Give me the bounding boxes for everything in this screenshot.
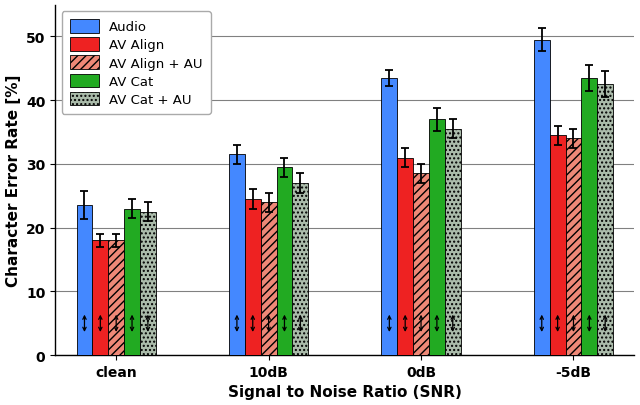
Bar — [550, 136, 566, 355]
Bar — [597, 85, 613, 355]
Bar — [229, 155, 245, 355]
X-axis label: Signal to Noise Ratio (SNR): Signal to Noise Ratio (SNR) — [228, 384, 462, 399]
Bar — [124, 209, 140, 355]
Bar — [534, 40, 550, 355]
Bar — [77, 206, 92, 355]
Bar — [581, 79, 597, 355]
Bar — [245, 200, 260, 355]
Bar — [92, 241, 108, 355]
Bar — [413, 174, 429, 355]
Bar — [108, 241, 124, 355]
Bar — [429, 120, 445, 355]
Bar — [292, 183, 308, 355]
Legend: Audio, AV Align, AV Align + AU, AV Cat, AV Cat + AU: Audio, AV Align, AV Align + AU, AV Cat, … — [62, 12, 211, 115]
Y-axis label: Character Error Rate [%]: Character Error Rate [%] — [6, 75, 20, 286]
Bar — [445, 130, 461, 355]
Bar — [381, 79, 397, 355]
Bar — [397, 158, 413, 355]
Bar — [140, 212, 156, 355]
Bar — [566, 139, 581, 355]
Bar — [260, 202, 276, 355]
Bar — [276, 168, 292, 355]
